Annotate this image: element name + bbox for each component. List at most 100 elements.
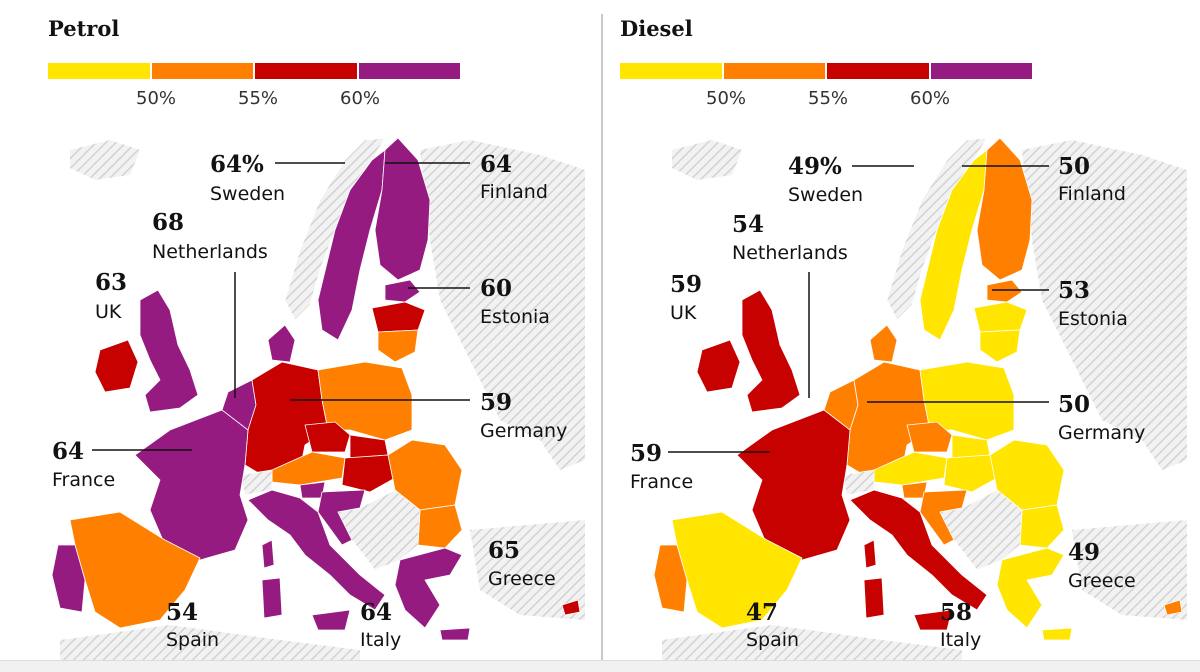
- country-balkans: [939, 489, 1023, 571]
- label-estonia-value: 60: [480, 275, 512, 302]
- label-greece-name: Greece: [488, 568, 556, 590]
- diesel-panel: Diesel 50% 55% 60%: [610, 0, 1200, 672]
- country-balkans: [337, 489, 421, 571]
- legend-swatch-above-60: [358, 63, 460, 79]
- country-portugal: [653, 544, 688, 613]
- label-sweden-name: Sweden: [788, 184, 863, 206]
- label-netherlands-value: 54: [732, 211, 764, 238]
- label-greece-value: 65: [488, 537, 520, 564]
- country-denmark: [267, 324, 296, 363]
- label-italy-value: 58: [940, 599, 972, 626]
- country-switzerland: [841, 469, 875, 496]
- country-france: [134, 409, 249, 561]
- legend-tick-60: 60%: [339, 88, 381, 109]
- label-france-value: 64: [52, 438, 84, 465]
- color-legend: [48, 63, 460, 79]
- non-eu-land-iceland: [70, 140, 140, 180]
- label-france-value: 59: [630, 440, 662, 467]
- label-finland-value: 64: [480, 151, 512, 178]
- country-sweden: [919, 149, 988, 341]
- legend-tick-60: 60%: [909, 88, 951, 109]
- legend-tick-55: 55%: [237, 88, 279, 109]
- label-italy-name: Italy: [360, 629, 401, 651]
- label-finland-value: 50: [1058, 153, 1090, 180]
- panel-divider: [601, 14, 603, 664]
- label-estonia-value: 53: [1058, 277, 1090, 304]
- europe-map: 49% Sweden 50 Finland 54 Netherlands 59 …: [630, 137, 1187, 660]
- panel-title: Petrol: [48, 16, 120, 41]
- country-ireland: [94, 339, 139, 393]
- country-estonia: [384, 279, 421, 303]
- country-bulgaria: [417, 504, 463, 549]
- country-lithuania: [377, 329, 419, 363]
- label-uk-value: 59: [670, 271, 702, 298]
- country-sardinia: [261, 577, 283, 619]
- country-finland: [374, 137, 431, 281]
- legend-swatch-50-55: [723, 63, 825, 79]
- country-hungary: [943, 454, 998, 493]
- label-uk-name: UK: [95, 301, 122, 323]
- label-germany-value: 50: [1058, 391, 1090, 418]
- label-sweden-name: Sweden: [210, 183, 285, 205]
- label-netherlands-value: 68: [152, 209, 184, 236]
- label-greece-value: 49: [1068, 539, 1100, 566]
- label-france-name: France: [630, 471, 693, 493]
- petrol-panel: Petrol 50% 55% 60%: [0, 0, 590, 672]
- country-cyprus: [1163, 599, 1183, 616]
- country-italy: [849, 489, 988, 611]
- country-finland: [976, 137, 1033, 281]
- country-hungary: [341, 454, 396, 493]
- country-uk: [741, 289, 801, 413]
- legend-swatch-55-60: [255, 63, 357, 79]
- country-switzerland: [239, 469, 273, 496]
- country-latvia: [371, 301, 426, 333]
- non-eu-land-africa: [662, 625, 962, 660]
- label-france-name: France: [52, 469, 115, 491]
- country-lithuania: [979, 329, 1021, 363]
- label-germany-name: Germany: [480, 420, 567, 442]
- country-france: [736, 409, 851, 561]
- legend-tick-55: 55%: [807, 88, 849, 109]
- country-sweden: [317, 149, 386, 341]
- label-spain-name: Spain: [166, 629, 219, 651]
- country-sicily: [913, 609, 953, 631]
- country-estonia: [986, 279, 1023, 303]
- country-uk: [139, 289, 199, 413]
- label-spain-name: Spain: [746, 629, 799, 651]
- label-netherlands-name: Netherlands: [152, 241, 268, 263]
- label-germany-value: 59: [480, 389, 512, 416]
- country-czechia: [906, 421, 953, 453]
- country-poland: [919, 361, 1015, 441]
- legend-swatch-50-55: [151, 63, 253, 79]
- country-sicily: [311, 609, 351, 631]
- label-spain-value: 54: [166, 599, 198, 626]
- label-finland-name: Finland: [1058, 183, 1126, 205]
- non-eu-land-turkey: [1072, 520, 1187, 620]
- country-italy: [247, 489, 386, 611]
- country-corsica: [261, 539, 275, 569]
- non-eu-land-turkey: [470, 520, 585, 620]
- label-greece-name: Greece: [1068, 570, 1136, 592]
- label-germany-name: Germany: [1058, 422, 1145, 444]
- europe-map: 64% Sweden 64 Finland 68 Netherlands 63 …: [51, 137, 585, 660]
- label-sweden-value: 64%: [210, 151, 264, 178]
- label-estonia-name: Estonia: [1058, 308, 1128, 330]
- country-greece: [996, 547, 1073, 641]
- country-sardinia: [863, 577, 885, 619]
- legend-swatch-below-50: [620, 63, 722, 79]
- non-eu-land-africa: [60, 625, 360, 660]
- legend-tick-50: 50%: [705, 88, 747, 109]
- country-corsica: [863, 539, 877, 569]
- country-poland: [317, 361, 413, 441]
- country-cyprus: [561, 599, 581, 616]
- color-legend: [620, 63, 1032, 79]
- country-bulgaria: [1019, 504, 1065, 549]
- panel-title: Diesel: [620, 16, 693, 41]
- legend-swatch-55-60: [827, 63, 929, 79]
- label-italy-name: Italy: [940, 629, 981, 651]
- country-denmark: [869, 324, 898, 363]
- label-uk-value: 63: [95, 269, 127, 296]
- non-eu-land-iceland: [672, 140, 742, 180]
- label-finland-name: Finland: [480, 181, 548, 203]
- label-netherlands-name: Netherlands: [732, 242, 848, 264]
